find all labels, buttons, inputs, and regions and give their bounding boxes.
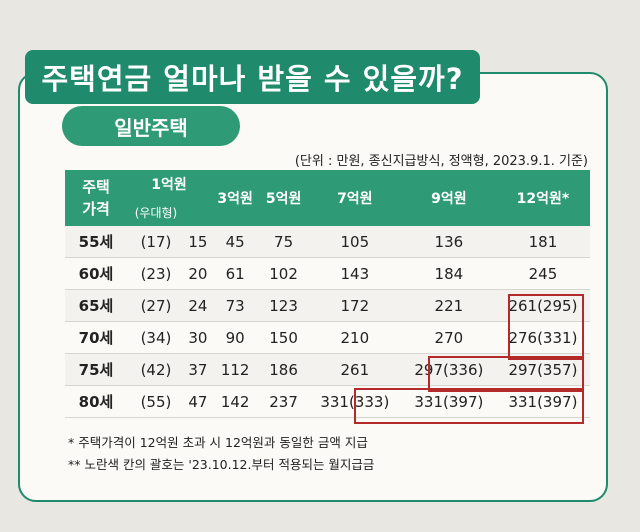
age-cell: 65세 [65,289,127,322]
value-cell: (42) [127,353,185,386]
value-cell: 61 [210,257,260,290]
value-cell: 210 [307,321,402,354]
value-cell: 102 [259,257,308,290]
header-3: 3억원 [210,170,260,226]
value-cell: 142 [210,385,260,418]
page-title: 주택연금 얼마나 받을 수 있을까? [25,50,480,104]
value-cell: 143 [307,257,402,290]
header-5: 5억원 [259,170,308,226]
table-row: 70세 (34) 30 90 150 210 270 276(331) [65,321,590,354]
value-cell: 75 [259,226,308,258]
header-9: 9억원 [401,170,496,226]
age-cell: 60세 [65,257,127,290]
header-7: 7억원 [307,170,402,226]
value-cell: 270 [401,321,496,354]
value-cell: 30 [184,321,211,354]
value-cell: 20 [184,257,211,290]
value-cell: 297(357) [495,353,590,386]
value-cell: 331(333) [307,385,402,418]
value-cell: 112 [210,353,260,386]
table-row: 55세 (17) 15 45 75 105 136 181 [65,226,590,258]
sub-header-preferred: (우대형) [127,198,185,226]
value-cell: 90 [210,321,260,354]
value-cell: 15 [184,226,211,258]
age-cell: 55세 [65,226,127,258]
value-cell: 186 [259,353,308,386]
age-cell: 80세 [65,385,127,418]
value-cell: 245 [495,257,590,290]
value-cell: 47 [184,385,211,418]
value-cell: 136 [401,226,496,258]
value-cell: 276(331) [495,321,590,354]
value-cell: 331(397) [401,385,496,418]
value-cell: 37 [184,353,211,386]
value-cell: 237 [259,385,308,418]
value-cell: (34) [127,321,185,354]
value-cell: (55) [127,385,185,418]
corner-header: 주택 가격 [65,170,127,226]
header-1: 1억원 [127,170,211,198]
value-cell: 24 [184,289,211,322]
value-cell: 150 [259,321,308,354]
unit-note: (단위 : 만원, 종신지급방식, 정액형, 2023.9.1. 기준) [294,154,588,169]
table-row: 75세 (42) 37 112 186 261 297(336) 297(357) [65,353,590,386]
value-cell: 123 [259,289,308,322]
pension-table: 주택 가격 1억원 3억원 5억원 7억원 9억원 12억원* (우대형) 55세… [65,170,590,418]
footnote-1: * 주택가격이 12억원 초과 시 12억원과 동일한 금액 지급 [68,435,368,450]
section-label: 일반주택 [62,106,240,146]
value-cell: 261(295) [495,289,590,322]
value-cell: (17) [127,226,185,258]
value-cell: 297(336) [401,353,496,386]
table-row: 60세 (23) 20 61 102 143 184 245 [65,257,590,290]
value-cell: 181 [495,226,590,258]
value-cell: 261 [307,353,402,386]
value-cell: 45 [210,226,260,258]
value-cell: 172 [307,289,402,322]
value-cell: 105 [307,226,402,258]
header-12: 12억원* [495,170,590,226]
age-cell: 75세 [65,353,127,386]
footnote-2: ** 노란색 칸의 괄호는 '23.10.12.부터 적용되는 월지급금 [68,457,375,472]
table-row: 65세 (27) 24 73 123 172 221 261(295) [65,289,590,322]
value-cell: 184 [401,257,496,290]
value-cell: 221 [401,289,496,322]
value-cell: (23) [127,257,185,290]
table-row: 80세 (55) 47 142 237 331(333) 331(397) 331(397) [65,385,590,418]
age-cell: 70세 [65,321,127,354]
value-cell: 331(397) [495,385,590,418]
sub-header-blank [184,198,211,226]
value-cell: 73 [210,289,260,322]
value-cell: (27) [127,289,185,322]
